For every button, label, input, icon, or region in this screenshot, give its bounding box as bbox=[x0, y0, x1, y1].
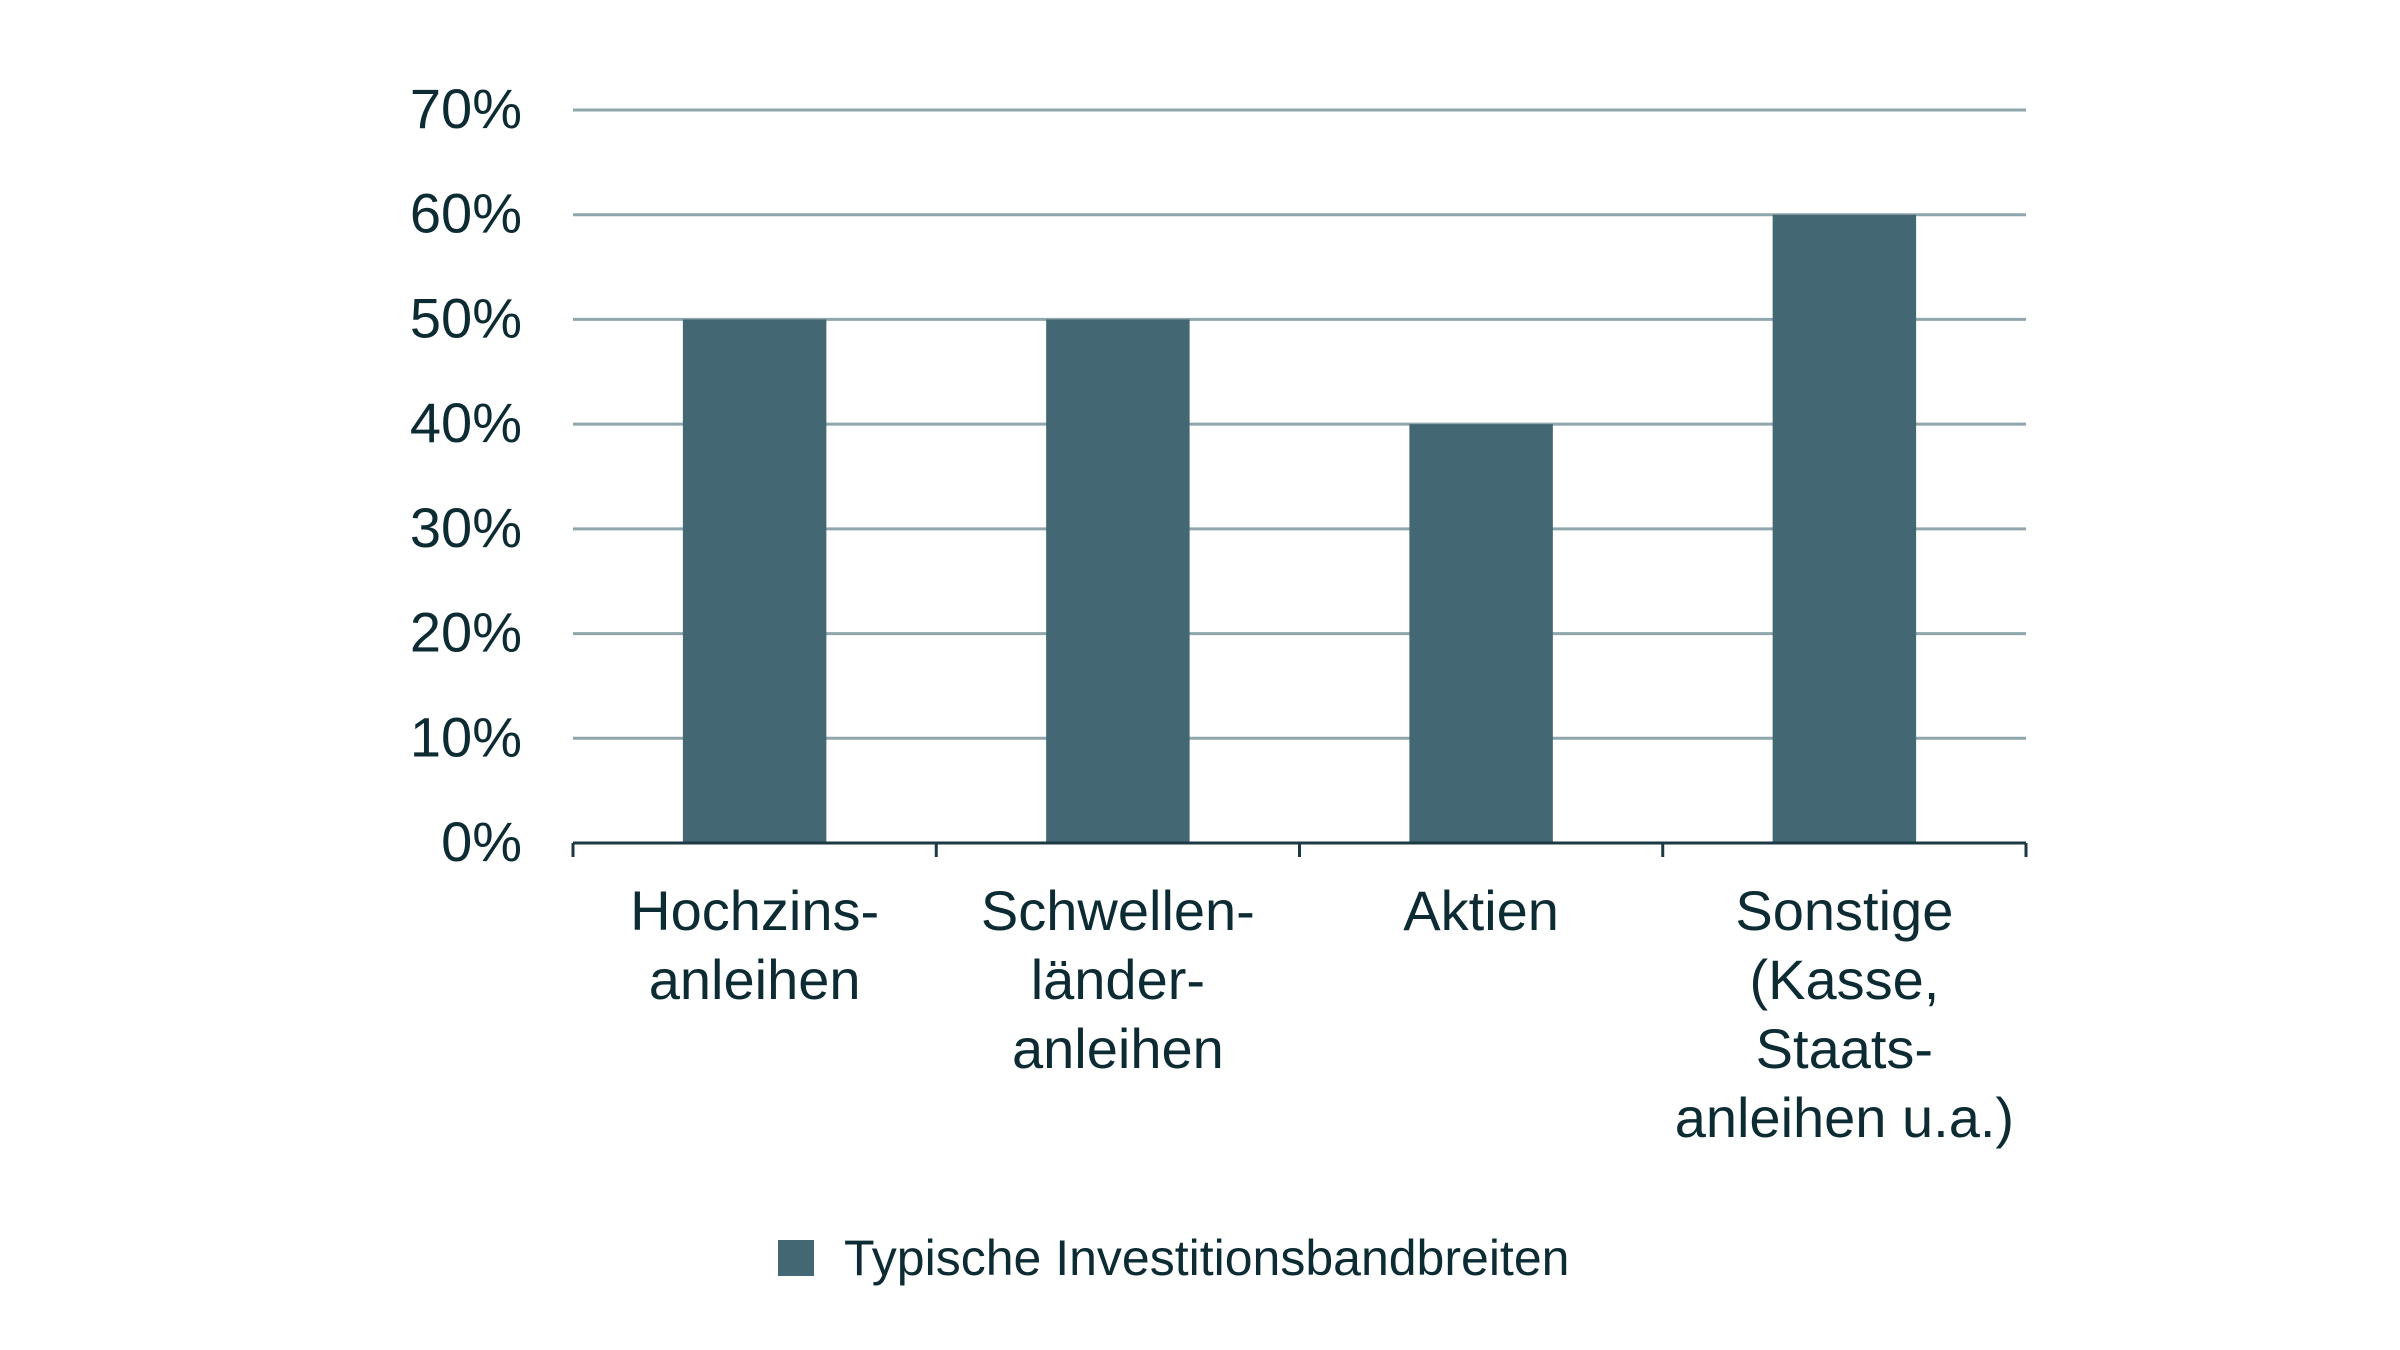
x-tick-label-line: Schwellen- bbox=[981, 879, 1255, 942]
x-tick-label-line: Staats- bbox=[1756, 1017, 1933, 1080]
y-tick-label: 70% bbox=[410, 77, 522, 140]
tick-labels: 0% 10% 20% 30% 40% 50% 60% 70% Hochzins-anleihen… bbox=[410, 77, 2014, 1149]
x-tick-label: Hochzins-anleihen bbox=[630, 879, 879, 1011]
x-tick-label-line: Hochzins- bbox=[630, 879, 879, 942]
y-tick-label: 10% bbox=[410, 705, 522, 768]
x-tick-label-line: länder- bbox=[1031, 948, 1205, 1011]
legend-label: Typische Investitionsbandbreiten bbox=[844, 1230, 1570, 1286]
bar bbox=[1046, 319, 1190, 843]
axes bbox=[571, 841, 2028, 857]
bar bbox=[682, 319, 827, 843]
y-tick-label: 30% bbox=[410, 496, 522, 559]
bars bbox=[682, 214, 1917, 843]
bar bbox=[1409, 424, 1553, 843]
y-tick-label: 0% bbox=[441, 810, 522, 873]
y-tick-label: 60% bbox=[410, 182, 522, 245]
x-tick-label-line: anleihen bbox=[1012, 1017, 1224, 1080]
x-tick-label-line: anleihen bbox=[649, 948, 861, 1011]
x-tick-label-line: Sonstige bbox=[1735, 879, 1953, 942]
y-tick-label: 20% bbox=[410, 601, 522, 664]
bar bbox=[1772, 214, 1917, 843]
x-tick-label-line: (Kasse, bbox=[1749, 948, 1939, 1011]
legend-swatch bbox=[778, 1240, 814, 1276]
x-tick-label: Sonstige (Kasse, Staats-anleihen u.a.) bbox=[1675, 879, 2014, 1149]
y-tick-label: 50% bbox=[410, 286, 522, 349]
x-tick-label-line: Aktien bbox=[1403, 879, 1559, 942]
x-tick-label-line: anleihen u.a.) bbox=[1675, 1086, 2014, 1149]
y-tick-label: 40% bbox=[410, 391, 522, 454]
legend: Typische Investitionsbandbreiten bbox=[778, 1228, 1569, 1288]
x-tick-label: Aktien bbox=[1403, 879, 1559, 942]
x-tick-label: Schwellen-länder-anleihen bbox=[981, 879, 1255, 1080]
